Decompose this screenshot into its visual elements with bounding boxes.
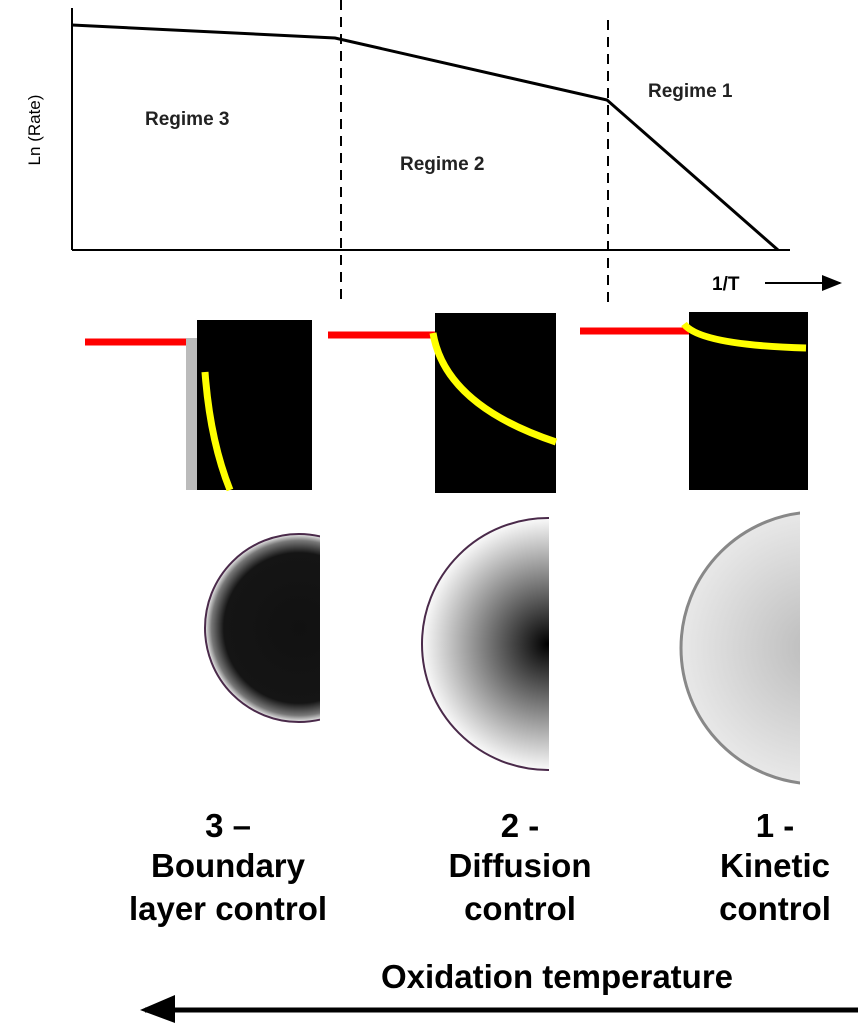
regime-name: control [719, 890, 831, 927]
regime-number: 2 - [501, 807, 540, 844]
y-label: Ln (Rate) [25, 95, 44, 166]
regime-name: Kinetic [720, 847, 830, 884]
column-labels: 3 – Boundary layer control 2 - Diffusion… [129, 807, 831, 927]
regime-number: 3 – [205, 807, 251, 844]
regime-name: Diffusion [449, 847, 592, 884]
footer-label: Oxidation temperature [381, 958, 733, 995]
regime-name: control [464, 890, 576, 927]
particle-section [435, 313, 556, 493]
regime-label: Regime 3 [145, 109, 229, 130]
particle [681, 512, 864, 784]
regime-name: layer control [129, 890, 327, 927]
diagram: Ln (Rate) 1/T Regime 3 Regime 2 Regime 1… [0, 0, 864, 1023]
particle [422, 518, 674, 770]
regime-number: 1 - [756, 807, 795, 844]
particle-section [197, 320, 312, 490]
rate-plot: Ln (Rate) 1/T Regime 3 Regime 2 Regime 1 [25, 0, 840, 305]
arrow-head [140, 995, 175, 1023]
regime-label: Regime 2 [400, 154, 484, 175]
x-label: 1/T [712, 274, 740, 295]
particle [205, 534, 393, 722]
rate-curve [72, 25, 778, 250]
particles [205, 512, 864, 784]
cross-sections [85, 312, 808, 493]
regime-name: Boundary [151, 847, 306, 884]
regime-label: Regime 1 [648, 81, 733, 102]
